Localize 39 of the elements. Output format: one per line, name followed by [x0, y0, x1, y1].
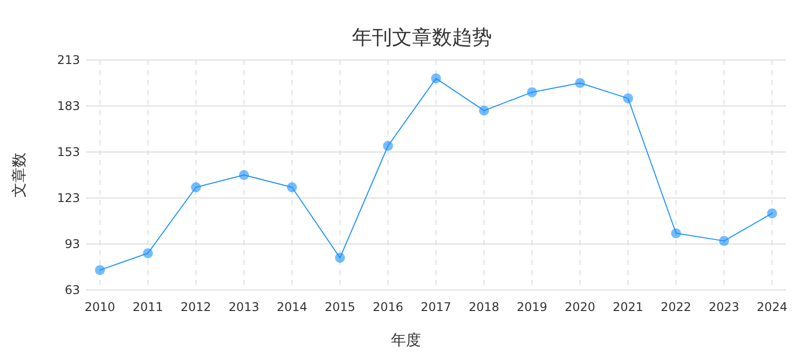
y-tick-label: 213 [57, 53, 80, 67]
x-tick-label: 2023 [708, 300, 740, 314]
y-axis-title: 文章数 [10, 152, 28, 198]
x-tick-label: 2017 [420, 300, 452, 314]
x-tick-label: 2011 [132, 300, 164, 314]
point [767, 208, 778, 218]
x-tick-label: 2019 [516, 300, 548, 314]
point [431, 73, 441, 84]
point [719, 236, 730, 246]
x-tick-label: 2015 [324, 300, 356, 314]
x-tick-label: 2020 [564, 300, 596, 314]
y-tick-label: 93 [64, 237, 80, 251]
x-tick-label: 2014 [276, 300, 308, 314]
point [479, 106, 490, 116]
x-tick-label: 2021 [612, 300, 644, 314]
point [238, 170, 249, 180]
point [671, 228, 682, 238]
point [623, 93, 634, 104]
point [142, 248, 153, 258]
point [382, 140, 393, 151]
point [190, 182, 201, 192]
point [286, 182, 297, 192]
x-tick-label: 2012 [180, 300, 212, 314]
chart-title: 年刊文章数趋势 [352, 25, 492, 49]
y-tick-label: 123 [57, 191, 80, 205]
x-tick-label: 2022 [660, 300, 692, 314]
point [527, 87, 538, 98]
x-tick-label: 2013 [228, 300, 260, 314]
point [94, 265, 105, 276]
x-tick-label: 2024 [756, 300, 788, 314]
point [334, 252, 345, 263]
y-tick-label: 183 [57, 99, 80, 113]
x-tick-label: 2018 [468, 300, 500, 314]
x-axis-title: 年度 [391, 331, 421, 349]
y-tick-label: 63 [64, 283, 80, 297]
x-tick-label: 2016 [372, 300, 404, 314]
point [575, 78, 586, 88]
y-tick-label: 153 [57, 145, 80, 159]
x-tick-label: 2010 [84, 300, 116, 314]
